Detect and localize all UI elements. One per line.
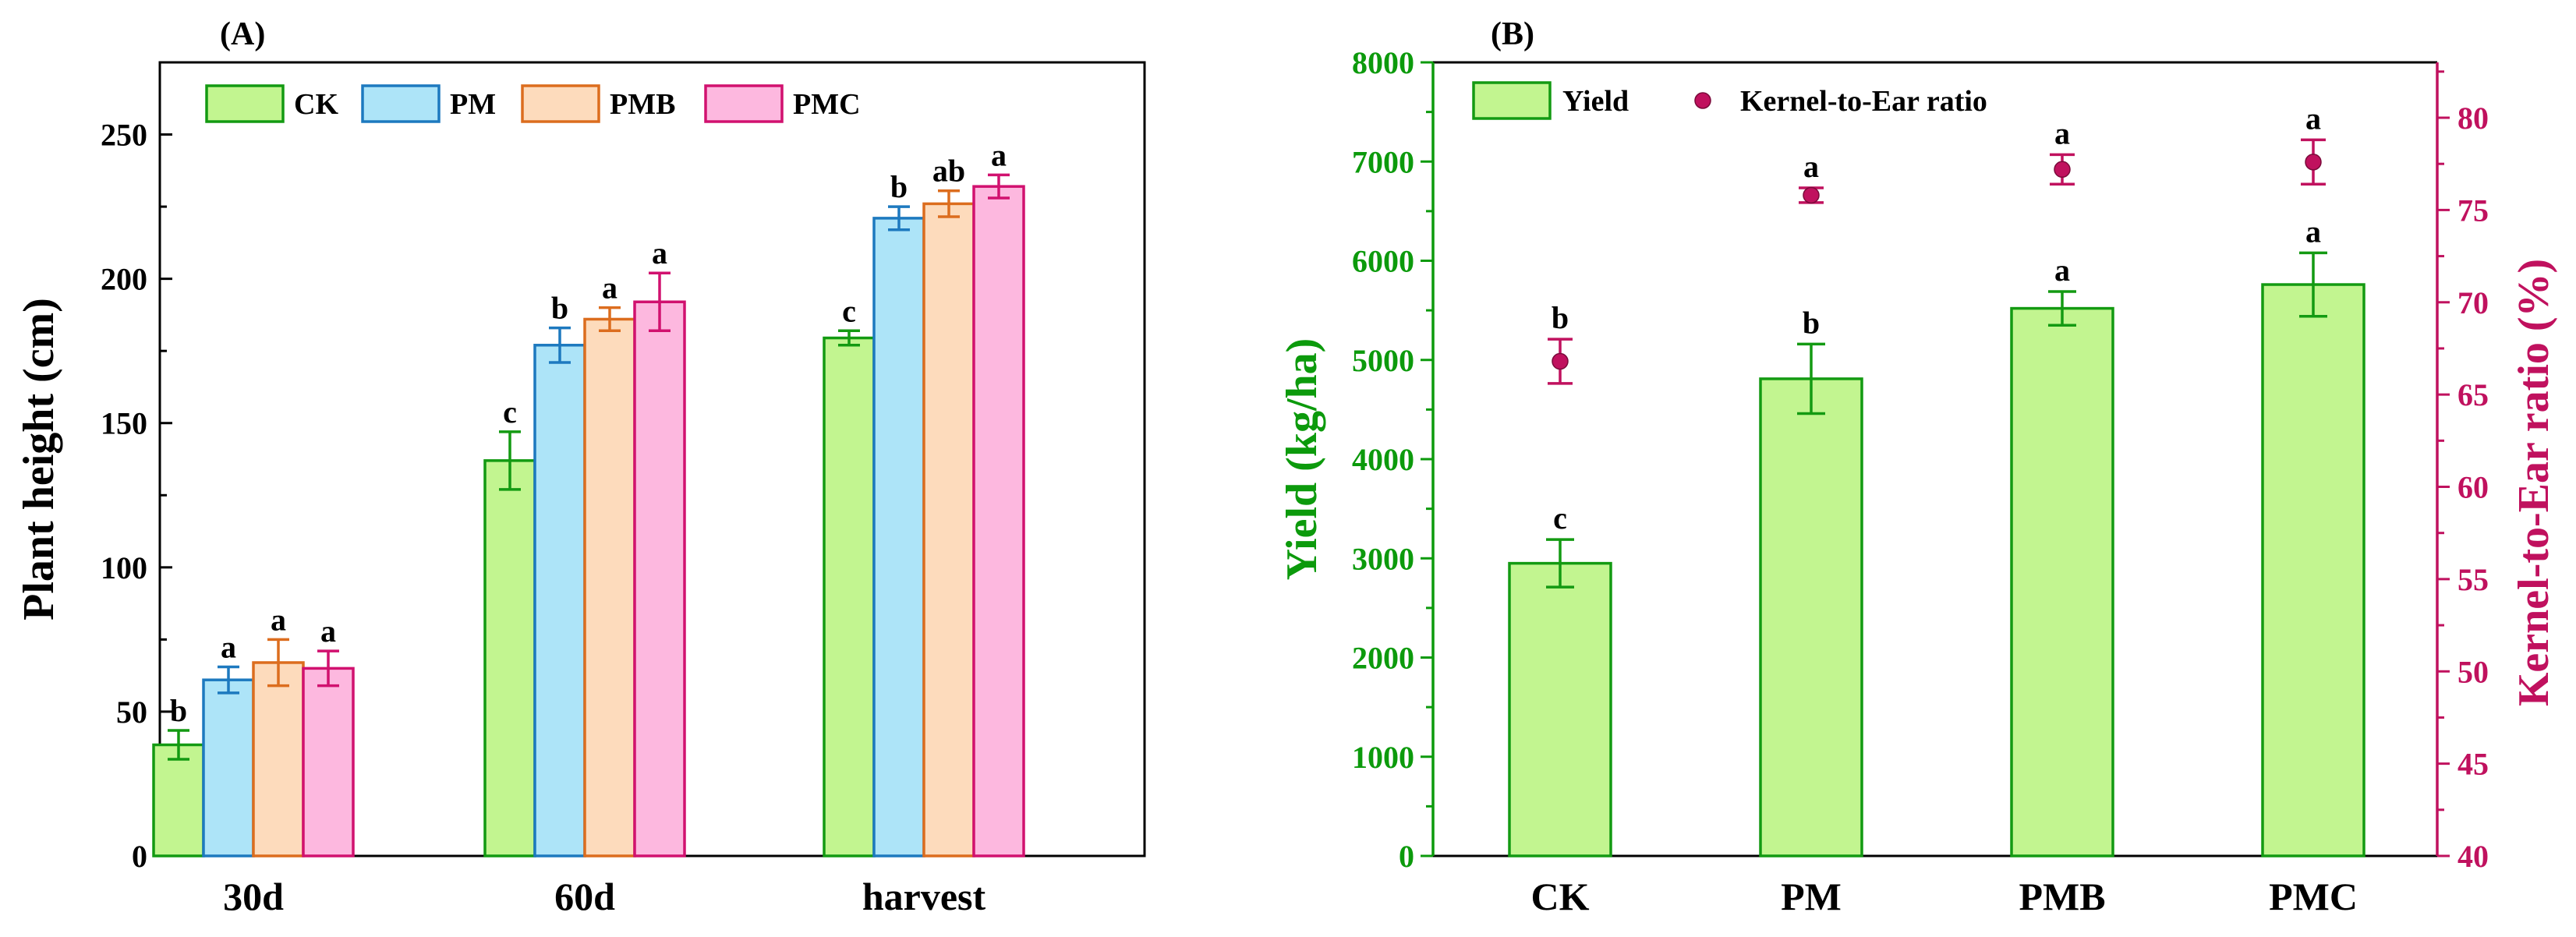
bar-pmc-30d [302, 667, 355, 857]
y-tick-label: 100 [101, 550, 147, 585]
significance-letter: a [320, 613, 336, 649]
significance-letter: a [271, 602, 286, 637]
bar-yield-PMB [2010, 306, 2114, 857]
y-axis-label-left: Yield (kg/ha) [1278, 338, 1326, 581]
significance-letter: b [1552, 300, 1569, 335]
x-tick-label: 60d [554, 875, 615, 918]
y-tick-label-left: 1000 [1352, 740, 1414, 775]
legend-label: PM [450, 88, 496, 121]
x-tick-label: 30d [223, 875, 284, 918]
legend-marker-ratio [1694, 92, 1711, 109]
bar-pmc-harvest [972, 185, 1025, 857]
y-tick-label-left: 8000 [1352, 45, 1414, 80]
legend-label: Yield [1562, 85, 1629, 118]
bar-yield-PMC [2261, 283, 2365, 857]
significance-letter: a [602, 270, 617, 306]
point-ratio-PMC [2305, 154, 2322, 171]
significance-letter: a [221, 630, 236, 665]
bar-pm-60d [533, 344, 586, 857]
x-tick-label: PMC [2269, 875, 2358, 918]
y-axis-label-right: Kernel-to-Ear ratio (%) [2510, 259, 2558, 706]
panel-label: (B) [1491, 16, 1534, 52]
y-tick-label-right: 45 [2457, 747, 2489, 782]
legend-swatch-pmb [521, 84, 600, 123]
point-ratio-CK [1552, 352, 1569, 370]
y-tick-label-left: 6000 [1352, 244, 1414, 279]
y-tick-label-left: 5000 [1352, 343, 1414, 378]
significance-letter: b [551, 291, 568, 326]
legend-label: CK [294, 88, 338, 121]
significance-letter: c [503, 394, 517, 430]
bar-pmb-harvest [922, 202, 975, 857]
y-tick-label: 200 [101, 262, 147, 297]
significance-letter: b [170, 693, 187, 728]
significance-letter: b [1803, 305, 1820, 340]
y-tick-label-right: 60 [2457, 470, 2489, 505]
legend-swatch-ck [205, 84, 285, 123]
bar-ck-harvest [823, 336, 876, 857]
significance-letter: ab [932, 154, 965, 189]
x-tick-label: harvest [862, 875, 986, 918]
x-tick-label: CK [1531, 875, 1590, 918]
legend-swatch-pmc [704, 84, 784, 123]
y-tick-label-left: 2000 [1352, 641, 1414, 676]
y-axis-label: Plant height (cm) [15, 298, 63, 621]
y-tick-label-left: 4000 [1352, 442, 1414, 477]
y-tick-label-right: 55 [2457, 562, 2489, 597]
significance-letter: c [1553, 500, 1567, 536]
y-tick-label-right: 75 [2457, 193, 2489, 228]
y-tick-label: 150 [101, 406, 147, 441]
y-tick-label-right: 80 [2457, 101, 2489, 136]
point-ratio-PMB [2054, 161, 2071, 179]
bar-pm-harvest [872, 217, 925, 857]
y-tick-label-left: 3000 [1352, 541, 1414, 576]
y-tick-label-right: 65 [2457, 377, 2489, 412]
y-tick-label-left: 0 [1399, 839, 1414, 874]
bar-yield-CK [1508, 561, 1612, 857]
legend-label: Kernel-to-Ear ratio [1740, 85, 1987, 118]
significance-letter: a [2305, 214, 2321, 249]
y-tick-label-left: 7000 [1352, 144, 1414, 179]
y-tick-label-right: 50 [2457, 654, 2489, 689]
legend-label: PMC [793, 88, 861, 121]
point-ratio-PM [1803, 186, 1820, 204]
x-tick-label: PMB [2019, 875, 2105, 918]
bar-ck-30d [152, 743, 205, 857]
bar-pm-30d [202, 678, 255, 857]
y-tick-label-right: 40 [2457, 839, 2489, 874]
significance-letter: a [2054, 253, 2070, 288]
panel-label: (A) [220, 16, 265, 52]
bar-pmb-30d [252, 661, 305, 857]
panel-b: 0 1000 2000 3000 4000 5000 6000 7000 8000 40 45 50 5… [1278, 16, 2558, 918]
significance-letter: a [652, 235, 667, 270]
significance-letter: b [890, 169, 908, 204]
y-tick-label: 0 [132, 839, 147, 874]
y-tick-label: 50 [116, 695, 147, 730]
legend-label: PMB [610, 88, 675, 121]
significance-letter: c [842, 293, 856, 328]
bar-pmc-60d [633, 300, 686, 857]
y-tick-label-right: 70 [2457, 285, 2489, 320]
significance-letter: a [2305, 101, 2321, 136]
significance-letter: a [1803, 149, 1819, 184]
legend-swatch-yield [1472, 81, 1552, 120]
bar-ck-60d [483, 459, 536, 857]
y-tick-label: 250 [101, 118, 147, 153]
legend-swatch-pm [361, 84, 441, 123]
bar-pmb-60d [583, 317, 636, 857]
significance-letter: a [2054, 115, 2070, 150]
x-tick-label: PM [1781, 875, 1842, 918]
bar-yield-PM [1759, 377, 1863, 857]
significance-letter: a [991, 137, 1007, 172]
